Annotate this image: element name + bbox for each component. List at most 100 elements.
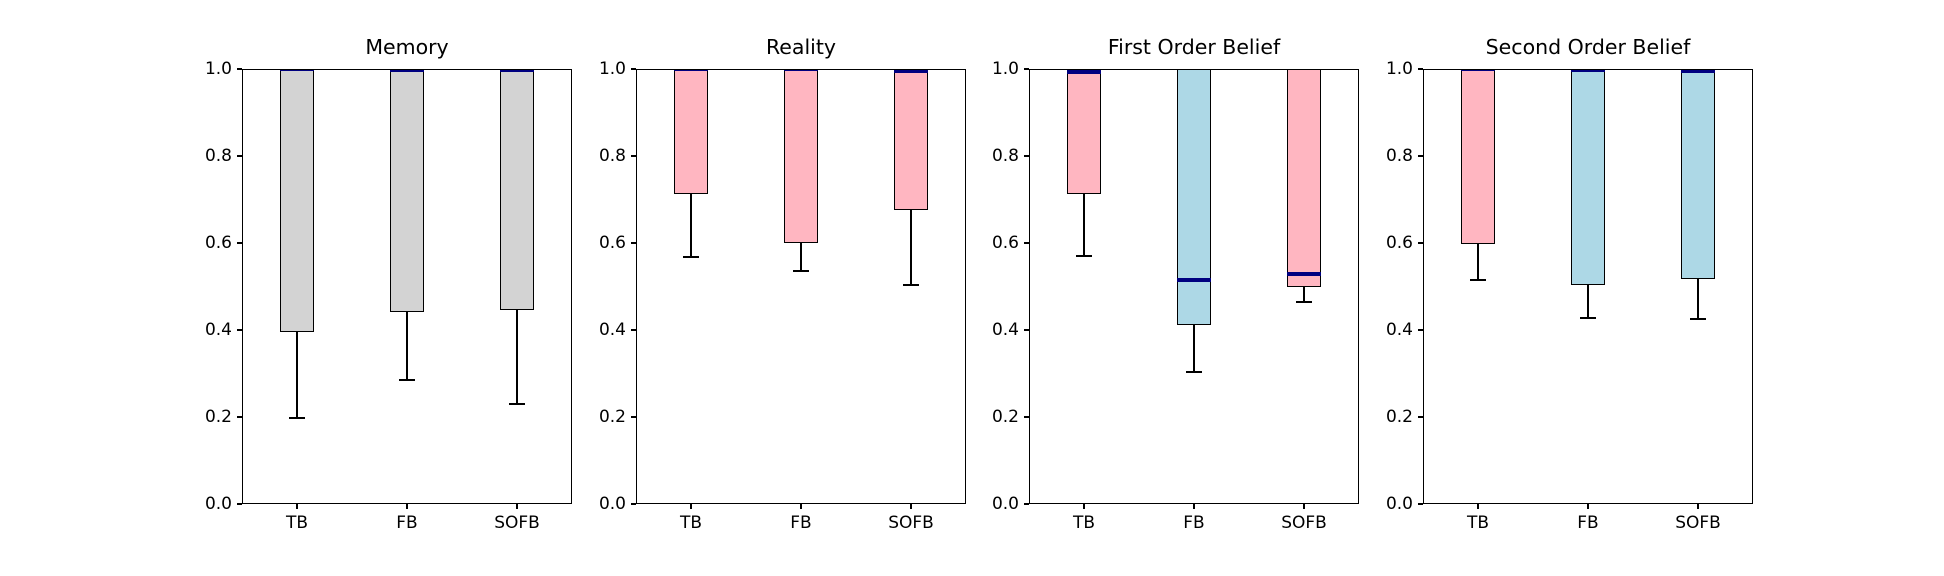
y-tick-mark [1024, 68, 1029, 70]
plot-area [242, 69, 572, 504]
median-line [1067, 70, 1101, 74]
box [280, 69, 314, 333]
subplot-title: Reality [765, 35, 837, 59]
box [1461, 69, 1495, 245]
median-line [1571, 69, 1605, 72]
y-tick-label: 0.8 [204, 146, 232, 166]
box [1067, 69, 1101, 195]
y-tick-label: 1.0 [1385, 59, 1413, 79]
y-tick-mark [631, 68, 636, 70]
whisker-cap [1076, 254, 1092, 257]
whisker-cap [683, 255, 699, 258]
subplot-memory: Memory 0.0 0.2 0.4 0.6 0.8 1.0 TB FB SOFB [205, 35, 572, 533]
x-tick-label: SOFB [494, 513, 540, 533]
y-tick-label: 0.0 [204, 494, 232, 514]
y-tick-mark [1024, 329, 1029, 331]
x-tick-label: TB [679, 513, 703, 533]
y-tick-mark [1418, 503, 1423, 505]
x-tick-label: TB [285, 513, 309, 533]
y-tick-mark [1024, 416, 1029, 418]
y-tick-label: 0.8 [598, 146, 626, 166]
median-line [1287, 271, 1321, 276]
plot-area [1029, 69, 1359, 504]
median-line [500, 69, 534, 72]
x-tick-label: SOFB [1675, 513, 1721, 533]
y-tick-label: 0.6 [598, 233, 626, 253]
x-tick-mark [800, 504, 802, 509]
whisker-cap [1296, 301, 1312, 304]
y-tick-label: 0.0 [991, 494, 1019, 514]
x-tick-mark [1477, 504, 1479, 509]
x-tick-mark [910, 504, 912, 509]
whisker-line [690, 194, 692, 257]
y-tick-mark [631, 242, 636, 244]
whisker-cap [903, 283, 919, 286]
y-tick-label: 0.8 [1385, 146, 1413, 166]
x-tick-label: FB [790, 513, 812, 533]
median-line [1461, 69, 1495, 71]
x-tick-label: FB [396, 513, 418, 533]
plot-area [1423, 69, 1753, 504]
y-tick-mark [631, 503, 636, 505]
y-tick-mark [237, 242, 242, 244]
y-tick-label: 0.4 [598, 320, 626, 340]
y-tick-mark [1418, 242, 1423, 244]
whisker-line [296, 332, 298, 419]
whisker-line [516, 309, 518, 405]
box [784, 69, 818, 243]
x-tick-mark [1303, 504, 1305, 509]
x-tick-label: TB [1072, 513, 1096, 533]
whisker-cap [1186, 370, 1202, 373]
median-line [1681, 69, 1715, 74]
x-tick-label: FB [1577, 513, 1599, 533]
y-tick-label: 0.4 [991, 320, 1019, 340]
y-tick-label: 0.0 [598, 494, 626, 514]
y-tick-label: 0.2 [598, 407, 626, 427]
y-tick-mark [1418, 155, 1423, 157]
box [894, 69, 928, 210]
whisker-cap [399, 379, 415, 382]
whisker-line [406, 312, 408, 381]
median-line [784, 69, 818, 71]
y-tick-mark [237, 329, 242, 331]
subplot-title: Second Order Belief [1485, 35, 1691, 59]
box [674, 69, 708, 195]
y-tick-mark [631, 416, 636, 418]
x-tick-mark [1193, 504, 1195, 509]
box [1681, 69, 1715, 280]
y-tick-mark [1418, 68, 1423, 70]
box [1571, 69, 1605, 286]
median-line [280, 69, 314, 71]
x-tick-label: TB [1466, 513, 1490, 533]
x-tick-mark [516, 504, 518, 509]
box [390, 69, 424, 313]
y-tick-label: 0.8 [991, 146, 1019, 166]
plot-area [636, 69, 966, 504]
y-tick-label: 1.0 [598, 59, 626, 79]
x-tick-label: SOFB [888, 513, 934, 533]
whisker-line [1303, 286, 1305, 303]
y-tick-label: 1.0 [204, 59, 232, 79]
y-tick-mark [631, 329, 636, 331]
y-tick-mark [237, 416, 242, 418]
y-tick-label: 0.4 [204, 320, 232, 340]
y-tick-label: 0.2 [1385, 407, 1413, 427]
y-tick-label: 0.2 [204, 407, 232, 427]
whisker-line [910, 209, 912, 285]
y-tick-mark [1418, 416, 1423, 418]
median-line [674, 69, 708, 71]
whisker-cap [1470, 279, 1486, 282]
median-line [1177, 278, 1211, 282]
subplot-reality: Reality 0.0 0.2 0.4 0.6 0.8 1.0 TB FB SOFB [599, 35, 966, 533]
y-tick-mark [1024, 155, 1029, 157]
x-tick-mark [406, 504, 408, 509]
y-tick-label: 1.0 [991, 59, 1019, 79]
whisker-cap [509, 403, 525, 406]
whisker-cap [1580, 316, 1596, 319]
median-line [894, 69, 928, 74]
x-tick-mark [1697, 504, 1699, 509]
whisker-line [1193, 325, 1195, 372]
whisker-line [1587, 285, 1589, 318]
whisker-line [800, 242, 802, 272]
y-tick-mark [1024, 503, 1029, 505]
